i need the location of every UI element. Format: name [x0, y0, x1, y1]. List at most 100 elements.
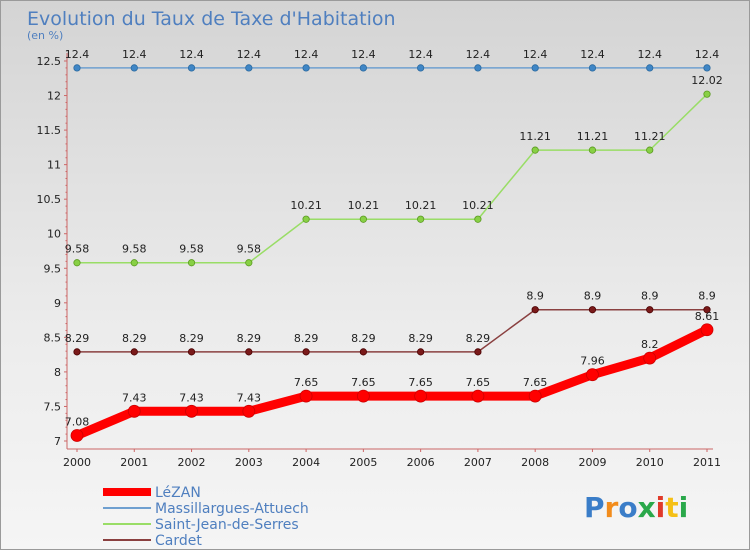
data-label: 8.29	[122, 332, 147, 345]
data-point	[586, 368, 599, 382]
data-point	[703, 90, 711, 98]
data-label: 12.4	[408, 48, 433, 61]
legend-label: Saint-Jean-de-Serres	[155, 517, 299, 533]
data-label: 9.58	[179, 243, 204, 256]
data-label: 7.65	[294, 376, 319, 389]
x-tick-label: 2005	[349, 456, 377, 469]
data-label: 12.4	[523, 48, 548, 61]
data-point	[302, 348, 310, 356]
data-label: 9.58	[65, 243, 90, 256]
y-tick-label: 9	[54, 297, 61, 310]
data-point	[130, 348, 138, 356]
data-label: 8.29	[408, 332, 433, 345]
legend-label: Massillargues-Attuech	[155, 501, 309, 517]
data-point	[73, 64, 81, 72]
data-point	[588, 146, 597, 154]
data-label: 12.4	[351, 48, 376, 61]
data-point	[130, 64, 138, 72]
data-point	[474, 348, 482, 356]
x-tick-label: 2002	[178, 456, 206, 469]
y-tick-label: 12	[47, 90, 61, 103]
data-point	[646, 306, 654, 314]
series-line	[72, 325, 712, 440]
logo-text: Proxiti	[584, 491, 688, 524]
data-point	[588, 64, 597, 72]
y-tick-label: 10.5	[37, 193, 62, 206]
data-label: 9.58	[237, 243, 262, 256]
data-point	[528, 389, 542, 403]
data-label: 10.21	[405, 199, 437, 212]
data-label: 12.4	[637, 48, 662, 61]
proxiti-logo: Proxiti	[584, 491, 688, 524]
axes: 7 7.5 8 8.5 9 9.5 10 10.5 11 11.5 12 12.5 2000 2001 20…	[37, 53, 721, 469]
data-label: 8.61	[695, 310, 720, 323]
data-point	[127, 404, 141, 418]
data-point	[414, 389, 428, 403]
data-label: 10.21	[462, 199, 494, 212]
data-point	[70, 429, 84, 442]
legend: LéZANMassillargues-AttuechSaint-Jean-de-…	[103, 485, 309, 549]
x-tick-label: 2011	[693, 456, 721, 469]
series-0: 7.08 7.43 7.43 7.43 7.65 7.65 7.65 7.65 7.65 7.96…	[65, 310, 720, 442]
data-point	[703, 64, 711, 72]
data-point	[73, 259, 81, 267]
data-label: 12.4	[294, 48, 319, 61]
data-label: 7.65	[351, 376, 376, 389]
data-label: 7.43	[237, 391, 262, 404]
y-tick-label: 7.5	[44, 400, 62, 413]
data-point	[245, 259, 253, 267]
data-point	[531, 306, 539, 314]
data-label: 10.21	[290, 199, 322, 212]
series-2: 9.58 9.58 9.58 9.58 10.21 10.21 10.21 10.21 11.2…	[65, 74, 723, 267]
data-label: 11.21	[519, 130, 551, 143]
data-point	[245, 64, 253, 72]
legend-label: LéZAN	[155, 485, 201, 501]
y-tick-label: 8	[54, 366, 61, 379]
data-point	[359, 64, 367, 72]
series-1: 12.4 12.4 12.4 12.4 12.4 12.4 12.4 12.4 12.4 12.4…	[65, 48, 720, 72]
data-label: 8.9	[584, 290, 602, 303]
data-point	[302, 64, 310, 72]
data-label: 9.58	[122, 243, 147, 256]
data-label: 7.43	[122, 391, 147, 404]
data-label: 7.65	[523, 376, 548, 389]
data-point	[417, 64, 425, 72]
data-label: 7.43	[179, 391, 204, 404]
data-label: 8.29	[466, 332, 491, 345]
data-point	[242, 404, 256, 418]
data-point	[531, 146, 539, 154]
data-label: 10.21	[348, 199, 380, 212]
unit-label: (en %)	[27, 29, 63, 42]
data-label: 7.65	[408, 376, 433, 389]
data-label: 12.4	[122, 48, 147, 61]
data-label: 7.08	[65, 415, 90, 428]
data-label: 12.4	[695, 48, 720, 61]
data-label: 8.2	[641, 338, 659, 351]
data-label: 12.4	[65, 48, 90, 61]
data-label: 8.9	[641, 290, 659, 303]
y-tick-label: 11	[47, 159, 61, 172]
data-point	[187, 259, 196, 267]
data-point	[471, 389, 485, 403]
data-label: 8.29	[237, 332, 262, 345]
data-point	[130, 259, 138, 267]
series-line	[76, 308, 708, 353]
data-label: 7.65	[466, 376, 491, 389]
data-label: 12.02	[691, 74, 723, 87]
series-layer: 8.29 8.29 8.29 8.29 8.29 8.29 8.29 8.29 8.9 8.9 8.…	[65, 48, 723, 442]
data-point	[302, 215, 310, 223]
data-label: 11.21	[634, 130, 666, 143]
series-line	[76, 93, 708, 264]
x-tick-label: 2009	[578, 456, 606, 469]
data-label: 12.4	[179, 48, 204, 61]
data-point	[531, 64, 539, 72]
legend-label: Cardet	[155, 533, 202, 549]
data-point	[588, 306, 597, 314]
x-tick-label: 2003	[235, 456, 263, 469]
x-tick-label: 2008	[521, 456, 549, 469]
data-point	[417, 348, 425, 356]
y-tick-label: 8.5	[44, 331, 62, 344]
data-label: 12.4	[580, 48, 605, 61]
data-point	[187, 348, 196, 356]
